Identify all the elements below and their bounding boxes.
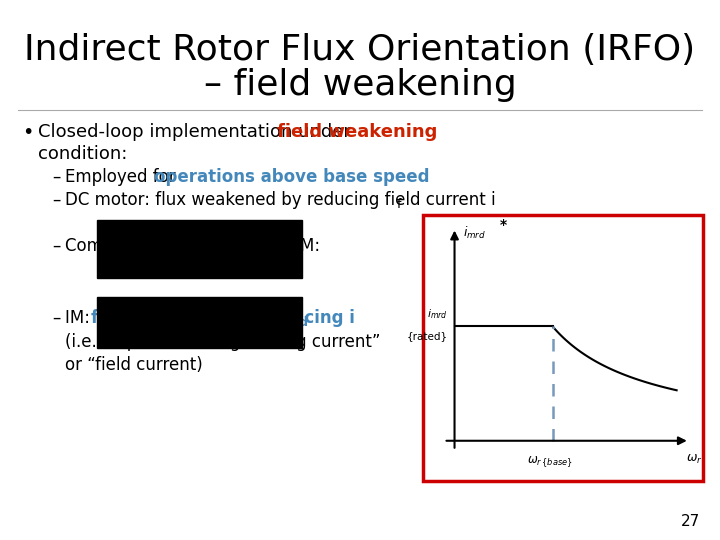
Text: –: –	[52, 237, 60, 255]
Text: 27: 27	[680, 515, 700, 530]
Text: (i.e. “equivalent magnetising current”: (i.e. “equivalent magnetising current”	[65, 333, 380, 351]
Text: Employed for: Employed for	[65, 168, 181, 186]
Text: $\omega_{r\,\{base\}}$: $\omega_{r\,\{base\}}$	[528, 455, 573, 470]
Bar	[97, 220, 302, 278]
Text: field weakening: field weakening	[277, 123, 438, 141]
Text: IM:: IM:	[65, 309, 95, 327]
Text: •: •	[22, 123, 33, 141]
Text: {rated}: {rated}	[407, 331, 448, 341]
Text: Closed-loop implementation under: Closed-loop implementation under	[38, 123, 356, 141]
Text: f: f	[397, 199, 401, 212]
Text: Compared with eq. (17) for IM:: Compared with eq. (17) for IM:	[65, 237, 320, 255]
Text: flux weakened by reducing i: flux weakened by reducing i	[91, 309, 355, 327]
Text: Indirect Rotor Flux Orientation (IRFO): Indirect Rotor Flux Orientation (IRFO)	[24, 33, 696, 67]
Text: *: *	[500, 218, 508, 232]
Text: –: –	[52, 168, 60, 186]
Text: mrd: mrd	[280, 316, 308, 329]
Text: $i_{mrd}$: $i_{mrd}$	[427, 308, 448, 321]
Text: or “field current): or “field current)	[65, 356, 203, 374]
Text: –: –	[52, 191, 60, 209]
Text: DC motor: flux weakened by reducing field current i: DC motor: flux weakened by reducing fiel…	[65, 191, 495, 209]
Text: –: –	[52, 309, 60, 327]
Bar	[423, 215, 703, 481]
Bar	[97, 297, 302, 348]
Text: – field weakening: – field weakening	[204, 68, 516, 102]
Text: $i_{mrd}$: $i_{mrd}$	[463, 225, 487, 241]
Text: $\omega_r$: $\omega_r$	[685, 453, 702, 465]
Text: operations above base speed: operations above base speed	[154, 168, 430, 186]
Text: condition:: condition:	[38, 145, 127, 163]
